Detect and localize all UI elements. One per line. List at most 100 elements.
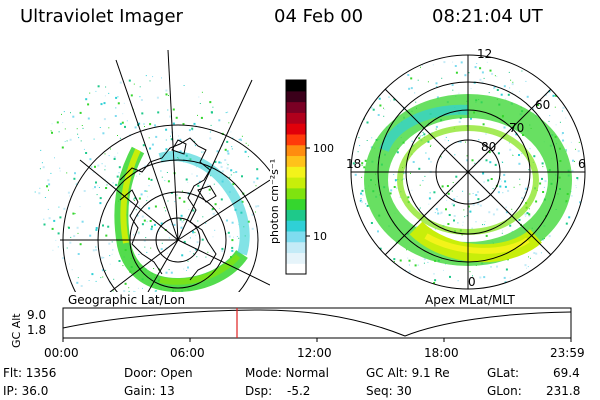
noise-speck <box>117 135 118 136</box>
noise-speck <box>430 144 432 146</box>
noise-speck <box>408 264 410 266</box>
noise-speck <box>214 212 216 214</box>
noise-speck <box>102 224 104 227</box>
noise-speck <box>505 206 507 208</box>
noise-speck <box>224 159 227 161</box>
noise-speck <box>454 65 457 67</box>
noise-speck <box>542 191 545 193</box>
noise-speck <box>79 243 82 246</box>
noise-speck <box>539 182 542 185</box>
noise-speck <box>112 249 114 251</box>
noise-speck <box>151 143 154 146</box>
colorbar-band <box>286 90 306 103</box>
noise-speck <box>482 123 485 126</box>
noise-speck <box>109 255 111 257</box>
noise-speck <box>503 173 506 176</box>
noise-speck <box>432 64 434 66</box>
noise-speck <box>46 185 48 188</box>
noise-speck <box>178 197 181 200</box>
noise-speck <box>137 287 139 289</box>
noise-speck <box>535 252 538 255</box>
noise-speck <box>170 224 172 225</box>
noise-speck <box>58 131 60 133</box>
noise-speck <box>477 198 480 201</box>
noise-speck <box>74 172 76 175</box>
noise-speck <box>505 268 508 271</box>
noise-speck <box>390 100 391 102</box>
noise-speck <box>521 197 524 199</box>
noise-speck <box>445 208 447 211</box>
noise-speck <box>361 189 364 192</box>
noise-speck <box>167 252 169 254</box>
noise-speck <box>407 257 409 259</box>
timeline-axis-label: GC Alt <box>10 313 23 348</box>
noise-speck <box>541 162 544 165</box>
noise-speck <box>455 71 458 74</box>
noise-speck <box>172 108 175 111</box>
noise-speck <box>366 204 369 207</box>
noise-speck <box>479 204 482 207</box>
left-map-label: Geographic Lat/Lon <box>68 293 186 307</box>
noise-speck <box>192 129 194 131</box>
colorbar-band <box>286 112 306 124</box>
timeline-frame <box>62 307 572 339</box>
noise-speck <box>436 96 439 99</box>
noise-speck <box>508 142 510 144</box>
noise-speck <box>174 201 176 203</box>
noise-speck <box>543 186 545 188</box>
noise-speck <box>191 127 194 130</box>
polar-map: 12 18 6 0 60 70 80 <box>346 47 586 290</box>
noise-speck <box>95 227 98 229</box>
noise-speck <box>226 219 228 222</box>
noise-speck <box>172 122 175 125</box>
noise-speck <box>501 180 502 182</box>
noise-speck <box>417 264 419 266</box>
noise-speck <box>416 225 418 227</box>
noise-speck <box>411 189 413 191</box>
noise-speck <box>484 57 486 59</box>
noise-speck <box>134 197 137 200</box>
noise-speck <box>518 154 520 156</box>
noise-speck <box>505 98 507 100</box>
noise-speck <box>526 212 529 215</box>
noise-speck <box>183 240 186 243</box>
noise-speck <box>410 172 411 174</box>
noise-speck <box>93 138 95 140</box>
noise-speck <box>445 263 446 265</box>
noise-speck <box>181 220 184 223</box>
noise-speck <box>417 79 419 81</box>
noise-speck <box>427 81 429 83</box>
noise-speck <box>81 125 83 126</box>
noise-speck <box>182 123 185 126</box>
noise-speck <box>88 280 90 281</box>
noise-speck <box>138 197 141 200</box>
noise-speck <box>393 174 395 175</box>
noise-speck <box>394 179 397 182</box>
mlt-label-0: 0 <box>468 275 476 289</box>
noise-speck <box>227 231 230 234</box>
noise-speck <box>365 203 367 205</box>
noise-speck <box>216 150 219 153</box>
noise-speck <box>571 195 573 197</box>
noise-speck <box>577 179 579 181</box>
noise-speck <box>124 282 127 285</box>
noise-speck <box>139 96 141 98</box>
noise-speck <box>101 256 104 259</box>
noise-speck <box>231 249 234 252</box>
noise-speck <box>57 232 60 235</box>
noise-speck <box>472 193 474 194</box>
noise-speck <box>440 213 442 215</box>
noise-speck <box>247 156 249 158</box>
noise-speck <box>170 138 173 141</box>
noise-speck <box>113 158 116 160</box>
noise-speck <box>458 92 460 94</box>
noise-speck <box>526 267 527 269</box>
noise-speck <box>231 239 234 242</box>
noise-speck <box>105 187 108 189</box>
noise-speck <box>105 269 107 271</box>
noise-speck <box>192 232 195 234</box>
noise-speck <box>51 123 53 125</box>
colorbar-band <box>286 123 306 135</box>
noise-speck <box>541 177 543 180</box>
noise-speck <box>69 138 72 141</box>
